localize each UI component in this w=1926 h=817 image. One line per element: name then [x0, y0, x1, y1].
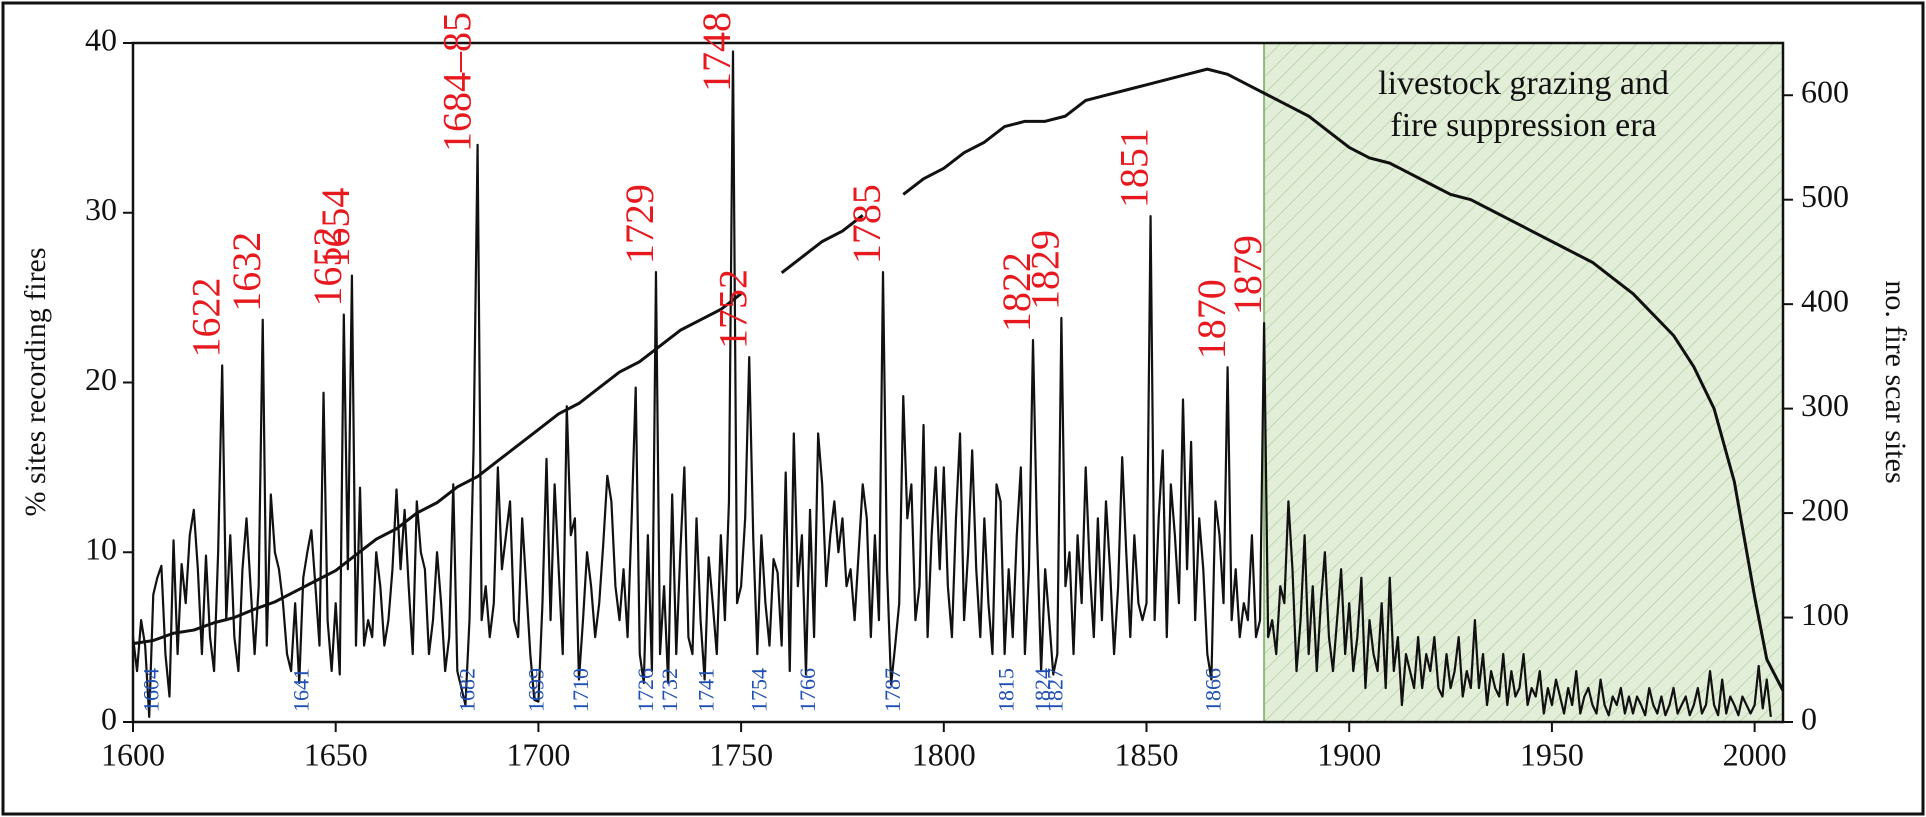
plot-frame — [131, 41, 1785, 724]
low-year-label: 1699 — [523, 668, 548, 712]
y-tick-label: 20 — [85, 361, 117, 397]
y2-tick-label: 400 — [1801, 282, 1849, 318]
fire-year-label: 1748 — [694, 12, 739, 92]
low-year-label: 1766 — [795, 668, 820, 712]
y2-axis-label: no. fire scar sites — [1879, 280, 1912, 483]
fire-year-label: 1752 — [710, 269, 755, 349]
shaded-hatch — [1264, 43, 1783, 722]
y2-tick-label: 300 — [1801, 387, 1849, 423]
shaded-label: livestock grazing and — [1378, 65, 1669, 102]
x-tick-label: 1850 — [1115, 736, 1179, 772]
site-count-line — [132, 67, 1785, 692]
y-tick-label: 0 — [101, 700, 117, 736]
fire-year-label: 1829 — [1023, 230, 1068, 310]
x-tick-label: 1950 — [1520, 736, 1584, 772]
y2-tick-label: 600 — [1801, 74, 1849, 110]
y2-tick-label: 0 — [1801, 700, 1817, 736]
y-axis-label: % sites recording fires — [19, 247, 52, 516]
x-tick-label: 1800 — [912, 736, 976, 772]
fire-year-label: 1654 — [313, 188, 358, 268]
y-tick-label: 30 — [85, 191, 117, 227]
low-year-label: 1824 — [1030, 668, 1055, 712]
fire-year-label: 1684–85 — [435, 12, 480, 152]
low-year-label: 1732 — [657, 668, 682, 712]
fire-year-label: 1870 — [1189, 279, 1234, 359]
x-tick-label: 1650 — [304, 736, 368, 772]
y-tick-label: 10 — [85, 531, 117, 567]
low-year-label: 1827 — [1042, 668, 1067, 712]
low-year-label: 1710 — [568, 668, 593, 712]
fire-year-label: 1622 — [183, 278, 228, 358]
low-year-label: 1726 — [633, 668, 658, 712]
fire-line — [131, 50, 1772, 719]
fire-year-label: 1652 — [305, 227, 350, 307]
x-tick-label: 1900 — [1317, 736, 1381, 772]
fire-year-label: 1851 — [1112, 128, 1157, 208]
x-tick-label: 2000 — [1723, 736, 1787, 772]
y2-tick-label: 500 — [1801, 178, 1849, 214]
y2-tick-label: 100 — [1801, 596, 1849, 632]
x-tick-label: 1750 — [709, 736, 773, 772]
fire-year-label: 1822 — [994, 252, 1039, 332]
x-tick-label: 1600 — [101, 736, 165, 772]
y2-tick-label: 200 — [1801, 491, 1849, 527]
low-year-label: 1604 — [138, 668, 163, 712]
plot: livestock grazing and fire suppression er… — [85, 12, 1849, 772]
x-tick-label: 1700 — [506, 736, 570, 772]
fire-year-label: 1879 — [1225, 235, 1270, 315]
low-year-label: 1866 — [1200, 668, 1225, 712]
y-tick-label: 40 — [85, 21, 117, 57]
low-year-label: 1815 — [994, 668, 1019, 712]
fire-year-label: 1785 — [844, 184, 889, 264]
shaded-label: fire suppression era — [1390, 107, 1656, 144]
low-year-label: 1741 — [694, 668, 719, 712]
low-year-label: 1787 — [880, 668, 905, 712]
low-year-label: 1754 — [746, 668, 771, 712]
fire-year-label: 1729 — [617, 184, 662, 264]
fire-year-label: 1632 — [224, 232, 269, 312]
low-year-label: 1682 — [454, 668, 479, 712]
low-year-label: 1641 — [288, 668, 313, 712]
